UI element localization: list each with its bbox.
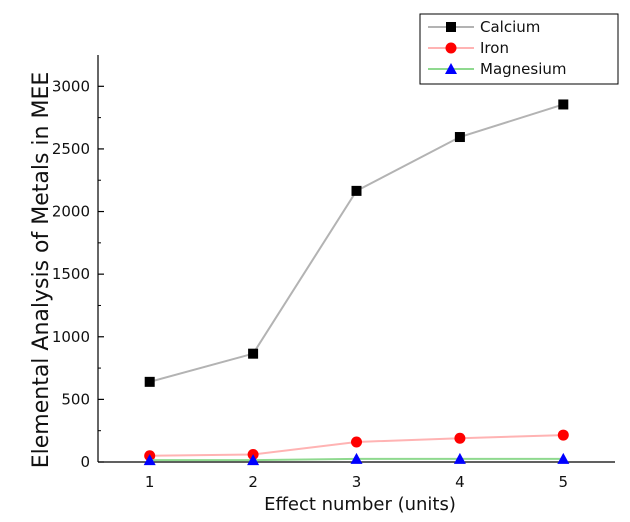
series-calcium (144, 99, 569, 387)
series-magnesium (143, 452, 570, 466)
y-tick-label: 3000 (52, 77, 90, 95)
legend-marker-magnesium (445, 63, 457, 74)
y-tick-label: 500 (61, 390, 90, 408)
data-point-iron (557, 429, 569, 441)
legend-marker-iron (445, 42, 457, 54)
y-tick-label: 0 (80, 453, 90, 471)
legend-items: Calcium Iron Magnesium (428, 18, 567, 78)
x-tick-label: 5 (559, 473, 569, 491)
y-tick-label: 1000 (52, 328, 90, 346)
legend-label-iron: Iron (480, 39, 509, 57)
x-tick-label: 3 (352, 473, 362, 491)
data-point-calcium (144, 376, 155, 387)
x-tick-label: 2 (248, 473, 258, 491)
series-layer (143, 99, 570, 466)
legend-marker-calcium (446, 22, 456, 32)
legend-label-calcium: Calcium (480, 18, 540, 36)
x-tick-label: 1 (145, 473, 155, 491)
x-tick-label: 4 (455, 473, 465, 491)
y-tick-label: 2500 (52, 140, 90, 158)
legend: Calcium Iron Magnesium (419, 13, 619, 85)
y-tick-label: 2000 (52, 203, 90, 221)
data-point-iron (454, 432, 466, 444)
y-ticks: 0 500 1000 1500 2000 2500 3000 (52, 77, 104, 471)
plot-area: 1 2 3 4 5 0 500 1000 1500 2000 2500 3000 (52, 55, 615, 491)
data-point-magnesium (350, 452, 363, 464)
data-point-magnesium (143, 454, 156, 466)
y-axis-title: Elemental Analysis of Metals in MEE (29, 72, 54, 469)
data-point-calcium (351, 185, 362, 196)
series-line-calcium (149, 103, 564, 383)
data-point-magnesium (247, 454, 260, 466)
data-point-magnesium (453, 452, 466, 464)
data-point-calcium (558, 99, 569, 110)
data-point-iron (351, 436, 362, 448)
data-point-calcium (248, 348, 259, 359)
x-axis-title: Effect number (units) (264, 494, 456, 515)
legend-label-magnesium: Magnesium (480, 60, 567, 78)
y-tick-label: 1500 (52, 265, 90, 283)
data-point-calcium (454, 132, 465, 143)
data-point-magnesium (557, 452, 570, 464)
